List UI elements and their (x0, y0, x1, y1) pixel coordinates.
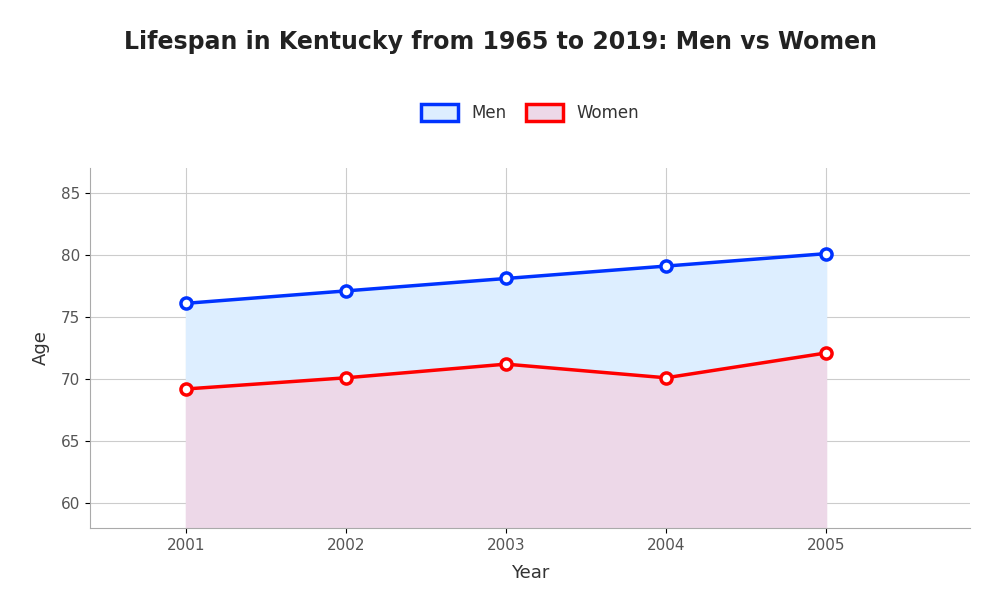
Legend: Men, Women: Men, Women (414, 97, 646, 128)
Y-axis label: Age: Age (32, 331, 50, 365)
Text: Lifespan in Kentucky from 1965 to 2019: Men vs Women: Lifespan in Kentucky from 1965 to 2019: … (124, 30, 876, 54)
X-axis label: Year: Year (511, 564, 549, 582)
